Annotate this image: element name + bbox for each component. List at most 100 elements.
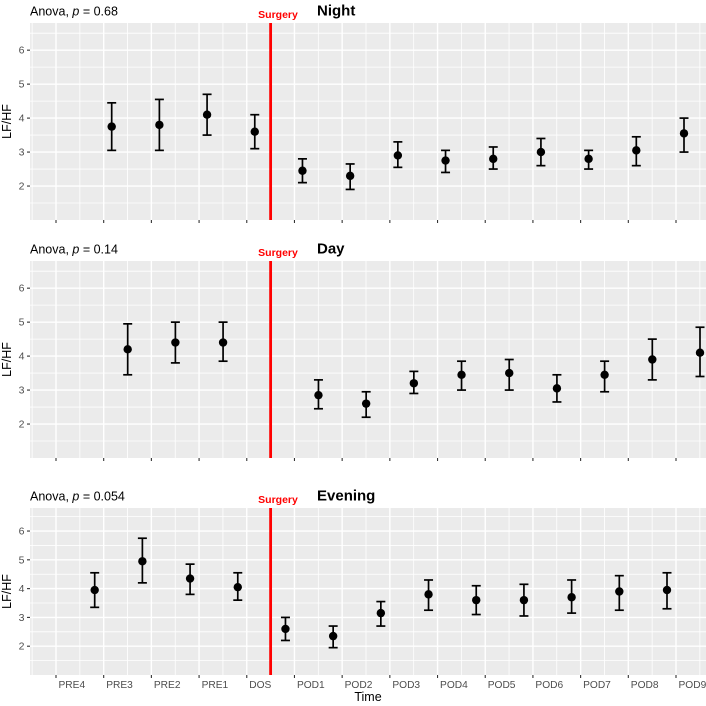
y-tick-label: 4 [19,351,25,363]
mean-point [138,557,147,566]
data-point-night-pod5 [488,146,498,170]
data-point-night-pod9 [679,117,689,153]
data-point-night-pod2 [345,163,355,191]
anova-p-label: Anova, p = 0.054 [30,490,125,504]
y-tick-label: 3 [19,385,25,397]
mean-point [648,355,657,364]
data-point-day-pod3 [409,370,419,395]
mean-point [472,595,481,605]
data-point-day-pod4 [457,360,467,391]
x-tick-label-pod7: POD7 [583,680,611,691]
panel-background [30,23,706,220]
y-tick-label: 5 [19,317,25,329]
data-point-night-dos [250,113,260,150]
y-axis-title: LF/HF [0,104,14,139]
y-tick-label: 2 [19,419,25,431]
mean-point [409,379,419,388]
data-point-day-pod5 [504,358,514,391]
data-point-evening-pre3 [90,571,100,609]
panel-background [30,261,706,458]
y-tick-label: 4 [19,113,25,125]
surgery-label: Surgery [258,247,298,259]
panel-background [30,508,706,675]
mean-point [393,151,403,160]
y-tick-label: 5 [19,79,25,91]
mean-point [679,129,689,138]
anova-p-label: Anova, p = 0.14 [30,243,118,257]
y-tick-label: 3 [19,612,25,624]
data-point-day-pre2 [170,321,180,364]
mean-point [695,348,705,357]
x-tick-label-pod6: POD6 [535,680,563,691]
y-tick-label: 6 [19,526,25,538]
y-tick-label: 3 [19,147,25,159]
y-axis-title: LF/HF [0,574,14,609]
anova-p-label: Anova, p = 0.68 [30,5,118,19]
data-point-day-pod1 [313,379,323,410]
data-point-evening-pod8 [614,574,624,612]
mean-point [536,147,546,157]
x-tick-label-pod1: POD1 [297,680,325,691]
mean-point [489,154,498,164]
data-point-night-pod8 [631,135,641,167]
data-point-day-pre1 [218,321,228,363]
mean-point [202,110,212,119]
panel-title-night: Night [317,3,355,20]
mean-point [567,593,576,602]
mean-point [345,171,355,181]
mean-point [441,156,450,165]
mean-point [457,370,466,379]
mean-point [328,631,338,641]
mean-point [155,120,164,130]
mean-point [376,608,386,618]
x-tick-label-pre1: PRE1 [202,680,229,691]
x-tick-label-pod5: POD5 [488,680,516,691]
data-point-day-pod6 [552,373,562,403]
y-tick-label: 5 [19,554,25,566]
mean-point [218,338,228,347]
data-point-night-pod7 [584,149,594,170]
data-point-evening-pod9 [662,571,672,610]
data-point-night-pre3 [107,101,117,152]
data-point-night-pod4 [441,149,451,174]
panel-day: 2 3 4 5 6 Anova, p = 0.14 Day Surgery LF/HF [0,241,706,461]
x-tick-label-pre3: PRE3 [106,680,133,691]
mean-point [361,399,371,408]
data-point-evening-pre1 [185,563,195,596]
data-point-day-pre3 [123,322,133,376]
data-point-evening-pod3 [376,600,386,627]
data-point-night-pre1 [202,93,212,136]
panel-title-day: Day [317,241,345,258]
y-tick-label: 2 [19,181,25,193]
x-tick-label-dos: DOS [249,680,271,691]
mean-point [298,166,307,175]
mean-point [171,338,180,347]
mean-point [233,582,242,592]
data-point-night-pod3 [393,141,403,169]
mean-point [662,585,672,595]
mean-point [250,127,259,136]
mean-point [107,122,116,131]
surgery-label: Surgery [258,494,298,506]
mean-point [281,624,290,634]
mean-point [185,574,195,583]
x-tick-label-pre4: PRE4 [59,680,86,691]
data-point-evening-pod1 [280,616,290,642]
y-tick-label: 6 [19,45,25,57]
mean-point [123,345,132,354]
x-axis-title: Time [354,690,381,704]
mean-point [584,154,593,164]
x-tick-label-pod4: POD4 [440,680,468,691]
y-axis-title: LF/HF [0,342,14,377]
mean-point [90,585,99,595]
data-point-evening-pre2 [137,537,147,584]
mean-point [505,368,514,378]
mean-point [600,370,609,379]
panel-evening: 2 3 4 5 6 Anova, p = 0.054 Evening Surgery LF/HF [0,488,706,678]
y-tick-label: 6 [19,283,25,295]
x-tick-label-pod2: POD2 [345,680,373,691]
x-tick-label-pre2: PRE2 [154,680,181,691]
x-tick-label-pod9: POD9 [679,680,706,691]
